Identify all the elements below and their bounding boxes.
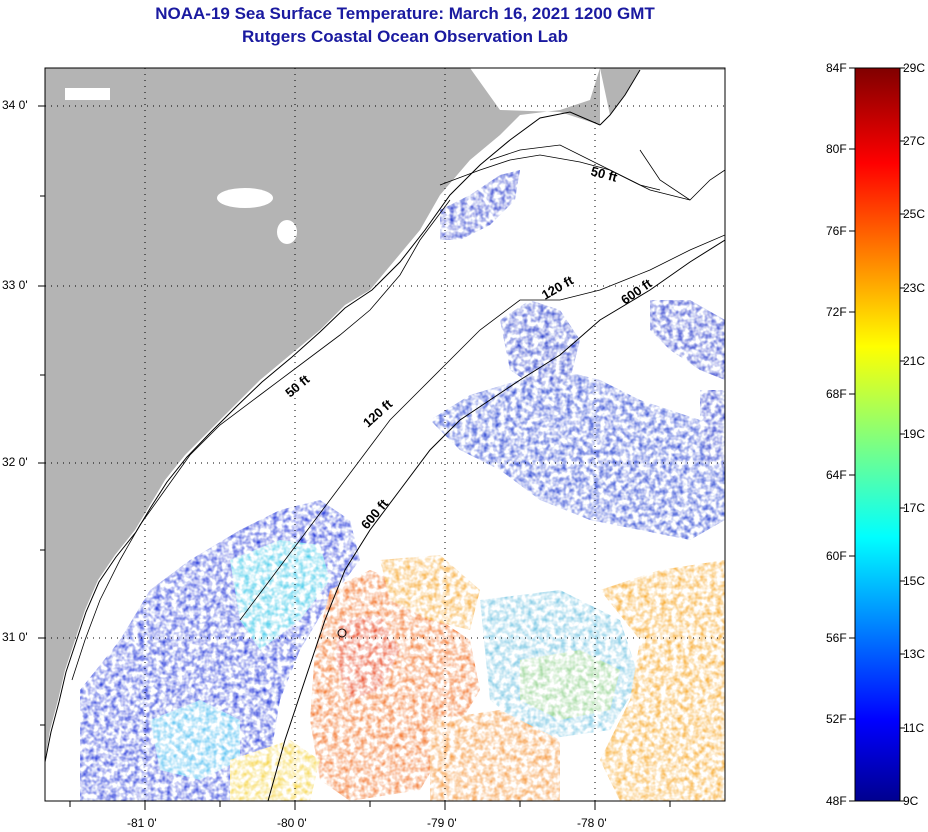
sst-patch-red bbox=[335, 615, 400, 700]
contour-120ft bbox=[239, 234, 725, 621]
lat-label-34: 34 0' bbox=[2, 98, 28, 112]
map-subtitle: Rutgers Coastal Ocean Observation Lab bbox=[242, 27, 568, 46]
cb-c-25: 25C bbox=[903, 207, 926, 221]
cb-c-13: 13C bbox=[903, 647, 926, 661]
sst-patch-cyan-s bbox=[150, 700, 240, 780]
sst-patch-blue-ne bbox=[430, 370, 725, 540]
sst-patch-green bbox=[520, 650, 620, 720]
land-lake2 bbox=[277, 220, 297, 244]
sst-patch-blue-ne2 bbox=[700, 390, 725, 470]
cb-c-23: 23C bbox=[903, 281, 926, 295]
colorbar bbox=[854, 67, 901, 802]
cb-f-60: 60F bbox=[826, 549, 847, 563]
cb-f-76: 76F bbox=[826, 224, 847, 238]
cb-c-17: 17C bbox=[903, 501, 926, 515]
cb-f-84: 84F bbox=[826, 61, 847, 75]
lat-label-32: 32 0' bbox=[2, 455, 28, 469]
lon-label-81: -81 0' bbox=[127, 816, 157, 830]
coastline bbox=[45, 69, 641, 763]
sst-patch-warm-s bbox=[430, 710, 560, 801]
map-title: NOAA-19 Sea Surface Temperature: March 1… bbox=[155, 4, 655, 23]
cb-f-72: 72F bbox=[826, 305, 847, 319]
lon-label-78: -78 0' bbox=[577, 816, 607, 830]
cb-f-52: 52F bbox=[826, 712, 847, 726]
land-lake bbox=[217, 188, 273, 208]
cb-f-80: 80F bbox=[826, 142, 847, 156]
sst-patch-yellow bbox=[230, 740, 320, 801]
land-area bbox=[45, 68, 600, 760]
land-ne bbox=[600, 68, 725, 115]
sst-patch-cyan bbox=[230, 540, 330, 650]
cb-f-56: 56F bbox=[826, 631, 847, 645]
cb-f-64: 64F bbox=[826, 468, 847, 482]
lat-label-31: 31 0' bbox=[2, 630, 28, 644]
sst-patch-blue-e bbox=[650, 300, 725, 380]
lat-label-33: 33 0' bbox=[2, 278, 28, 292]
cb-c-15: 15C bbox=[903, 574, 926, 588]
sst-patch-blue-n bbox=[440, 170, 520, 240]
cb-c-19: 19C bbox=[903, 427, 926, 441]
land-islet bbox=[65, 88, 110, 100]
cb-c-27: 27C bbox=[903, 134, 926, 148]
buoy-marker bbox=[337, 628, 347, 638]
lon-label-79: -79 0' bbox=[427, 816, 457, 830]
cb-f-48: 48F bbox=[826, 794, 847, 808]
cb-c-21: 21C bbox=[903, 354, 926, 368]
sst-patch-warm-e bbox=[600, 560, 725, 801]
contour-label-50ft-b: 50 ft bbox=[589, 163, 619, 185]
cb-c-11: 11C bbox=[903, 721, 925, 735]
sst-patch-warm-mid bbox=[380, 555, 480, 630]
map-frame bbox=[44, 67, 726, 802]
lon-label-80: -80 0' bbox=[277, 816, 307, 830]
contour-50ft bbox=[71, 154, 691, 681]
sst-patch-blue-mid bbox=[500, 300, 580, 390]
cb-f-68: 68F bbox=[826, 387, 847, 401]
cb-c-9: 9C bbox=[903, 794, 919, 808]
cb-c-29: 29C bbox=[903, 61, 926, 75]
